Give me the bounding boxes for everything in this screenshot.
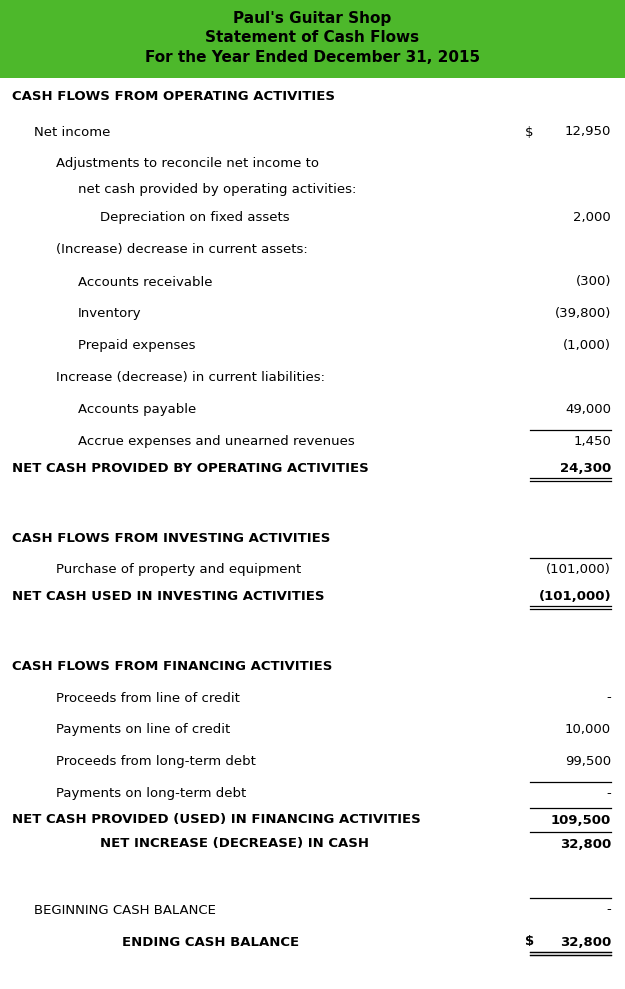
Text: Depreciation on fixed assets: Depreciation on fixed assets <box>100 212 289 225</box>
Text: Net income: Net income <box>34 126 111 138</box>
Text: Purchase of property and equipment: Purchase of property and equipment <box>56 564 301 577</box>
Text: CASH FLOWS FROM INVESTING ACTIVITIES: CASH FLOWS FROM INVESTING ACTIVITIES <box>12 531 331 545</box>
Text: -: - <box>606 691 611 704</box>
Text: Prepaid expenses: Prepaid expenses <box>78 339 196 352</box>
Text: (300): (300) <box>576 276 611 289</box>
Text: Adjustments to reconcile net income to: Adjustments to reconcile net income to <box>56 157 319 170</box>
Text: Paul's Guitar Shop: Paul's Guitar Shop <box>233 11 392 26</box>
Text: 32,800: 32,800 <box>560 838 611 851</box>
Text: (101,000): (101,000) <box>546 564 611 577</box>
Text: Statement of Cash Flows: Statement of Cash Flows <box>206 31 419 45</box>
Text: Inventory: Inventory <box>78 308 142 320</box>
Text: $: $ <box>525 126 534 138</box>
Text: (101,000): (101,000) <box>538 589 611 602</box>
Text: (Increase) decrease in current assets:: (Increase) decrease in current assets: <box>56 243 308 256</box>
Text: (1,000): (1,000) <box>563 339 611 352</box>
Text: 24,300: 24,300 <box>560 462 611 475</box>
Text: 49,000: 49,000 <box>565 404 611 416</box>
Text: $: $ <box>525 936 534 948</box>
Text: CASH FLOWS FROM OPERATING ACTIVITIES: CASH FLOWS FROM OPERATING ACTIVITIES <box>12 89 335 103</box>
Text: Proceeds from long-term debt: Proceeds from long-term debt <box>56 756 256 768</box>
Text: -: - <box>606 904 611 917</box>
Text: 99,500: 99,500 <box>565 756 611 768</box>
Text: Accrue expenses and unearned revenues: Accrue expenses and unearned revenues <box>78 435 355 448</box>
Text: For the Year Ended December 31, 2015: For the Year Ended December 31, 2015 <box>145 50 480 65</box>
Text: 32,800: 32,800 <box>560 936 611 948</box>
Text: (39,800): (39,800) <box>554 308 611 320</box>
Text: Accounts payable: Accounts payable <box>78 404 196 416</box>
Text: 12,950: 12,950 <box>564 126 611 138</box>
Text: 10,000: 10,000 <box>565 724 611 737</box>
Text: net cash provided by operating activities:: net cash provided by operating activitie… <box>78 184 356 197</box>
Text: Payments on long-term debt: Payments on long-term debt <box>56 787 246 800</box>
Text: 2,000: 2,000 <box>573 212 611 225</box>
Text: Accounts receivable: Accounts receivable <box>78 276 213 289</box>
Text: BEGINNING CASH BALANCE: BEGINNING CASH BALANCE <box>34 904 216 917</box>
Bar <box>0 0 625 78</box>
Text: NET CASH USED IN INVESTING ACTIVITIES: NET CASH USED IN INVESTING ACTIVITIES <box>12 589 324 602</box>
Text: Payments on line of credit: Payments on line of credit <box>56 724 230 737</box>
Text: 1,450: 1,450 <box>573 435 611 448</box>
Text: -: - <box>606 787 611 800</box>
Text: ENDING CASH BALANCE: ENDING CASH BALANCE <box>122 936 299 948</box>
Text: NET INCREASE (DECREASE) IN CASH: NET INCREASE (DECREASE) IN CASH <box>100 838 369 851</box>
Text: CASH FLOWS FROM FINANCING ACTIVITIES: CASH FLOWS FROM FINANCING ACTIVITIES <box>12 660 332 673</box>
Text: Proceeds from line of credit: Proceeds from line of credit <box>56 691 240 704</box>
Text: Increase (decrease) in current liabilities:: Increase (decrease) in current liabiliti… <box>56 372 325 385</box>
Text: NET CASH PROVIDED BY OPERATING ACTIVITIES: NET CASH PROVIDED BY OPERATING ACTIVITIE… <box>12 462 369 475</box>
Text: 109,500: 109,500 <box>551 814 611 827</box>
Text: NET CASH PROVIDED (USED) IN FINANCING ACTIVITIES: NET CASH PROVIDED (USED) IN FINANCING AC… <box>12 814 421 827</box>
